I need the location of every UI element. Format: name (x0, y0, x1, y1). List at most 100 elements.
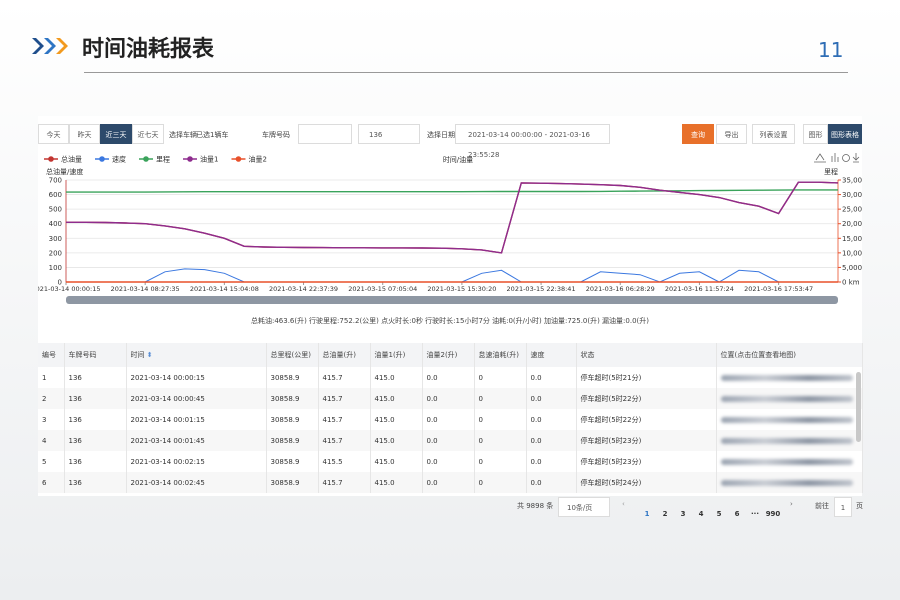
table-cell: 415.0 (370, 451, 423, 472)
table-cell: 415.7 (318, 409, 371, 430)
table-cell: 136 (64, 451, 127, 472)
legend-dot (235, 156, 242, 162)
x-tick-label: 2021-03-15 15:30:20 (427, 285, 496, 293)
vehicle-value[interactable]: 已选1辆车 (196, 131, 229, 139)
column-header: 怠速油耗(升) (474, 343, 527, 367)
table-cell: 0 (474, 451, 527, 472)
table-cell: 2021-03-14 00:00:15 (126, 367, 267, 388)
table-cell: 0.0 (526, 409, 577, 430)
column-header: 油量1(升) (370, 343, 423, 367)
table-cell: 30858.9 (266, 409, 319, 430)
legend-label: 总油量 (61, 155, 82, 164)
range-button[interactable]: 昨天 (69, 124, 100, 144)
location-cell[interactable] (716, 388, 863, 409)
range-button[interactable]: 今天 (38, 124, 69, 144)
table-cell: 136 (64, 367, 127, 388)
table-row: 4 136 2021-03-14 00:01:45 30858.9 415.7 415.0… (38, 430, 863, 451)
table-cell: 0 (474, 388, 527, 409)
page-number: 11 (818, 38, 844, 62)
y2-tick-label: 5,000 k (842, 264, 862, 272)
table-cell: 0.0 (526, 388, 577, 409)
location-cell[interactable] (716, 367, 863, 388)
blurred-location (720, 458, 853, 465)
column-header: 速度 (526, 343, 577, 367)
scrollbar[interactable] (856, 372, 861, 442)
table-cell: 0.0 (422, 409, 475, 430)
table-cell: 415.7 (318, 367, 371, 388)
table-row: 1 136 2021-03-14 00:00:15 30858.9 415.7 415.0… (38, 367, 863, 388)
chart-tools[interactable] (814, 153, 860, 163)
x-tick-label: 2021-03-14 08:27:35 (111, 285, 180, 293)
goto-label: 前往 (815, 502, 829, 510)
table-cell: 136 (64, 388, 127, 409)
export-button[interactable]: 导出 (716, 124, 747, 144)
range-button[interactable]: 近七天 (132, 124, 164, 144)
y2-tick-label: 10,000 (842, 249, 862, 257)
table-cell: 136 (64, 430, 127, 451)
table-cell: 30858.9 (266, 451, 319, 472)
list-settings-button[interactable]: 列表设置 (752, 124, 795, 144)
table-cell: 2021-03-14 00:00:45 (126, 388, 267, 409)
blurred-location (720, 374, 853, 381)
blurred-location (720, 416, 853, 423)
plate-input[interactable] (298, 124, 352, 144)
series-line (66, 268, 838, 283)
arrow-icon (32, 38, 68, 54)
range-button[interactable]: 近三天 (100, 124, 132, 144)
table-cell: 415.0 (370, 388, 423, 409)
page-size[interactable]: 10条/页 (558, 497, 610, 517)
page-link[interactable]: 990 (765, 510, 781, 518)
page-link[interactable]: 6 (734, 510, 740, 518)
table-cell: 2 (38, 388, 65, 409)
column-header: 状态 (576, 343, 717, 367)
page-link[interactable]: 3 (680, 510, 686, 518)
y-tick-label: 500 (49, 206, 62, 214)
divider (84, 72, 848, 73)
location-cell[interactable] (716, 430, 863, 451)
page-link[interactable]: 2 (662, 510, 668, 518)
y-tick-label: 300 (49, 235, 62, 243)
date-range[interactable]: 2021-03-14 00:00:00 - 2021-03-16 23:55:2… (455, 124, 610, 159)
table-cell: 136 (64, 409, 127, 430)
table-cell: 30858.9 (266, 367, 319, 388)
table-cell: 3 (38, 409, 65, 430)
plate-label: 车牌号码 (262, 131, 290, 139)
plate-select[interactable]: 136 (358, 124, 420, 144)
y-tick-label: 100 (49, 264, 62, 272)
page-link[interactable]: 5 (716, 510, 722, 518)
zoom-slider[interactable] (66, 296, 838, 304)
vehicle-label: 选择车辆 (169, 131, 197, 139)
table-cell: 0 (474, 367, 527, 388)
series-line (66, 181, 839, 254)
y-tick-label: 200 (49, 249, 62, 257)
page-link[interactable]: 4 (698, 510, 704, 518)
y-tick-label: 700 (49, 177, 62, 185)
column-header: 时间 ⬍ (126, 343, 267, 367)
location-cell[interactable] (716, 409, 863, 430)
table-cell: 0.0 (422, 388, 475, 409)
x-tick-label: 2021-03-16 06:28:29 (586, 285, 655, 293)
query-button[interactable]: 查询 (682, 124, 714, 144)
chart-table-button[interactable]: 图形表格 (828, 124, 862, 144)
table-cell: 0.0 (526, 472, 577, 493)
table-cell: 0.0 (422, 430, 475, 451)
table-cell: 0.0 (422, 472, 475, 493)
chart-title: 时间/油量 (443, 155, 473, 164)
table-cell: 415.0 (370, 409, 423, 430)
prev-page[interactable]: ‹ (622, 500, 625, 508)
table-row: 2 136 2021-03-14 00:00:45 30858.9 415.7 415.0… (38, 388, 863, 409)
next-page[interactable]: › (790, 500, 793, 508)
goto-input[interactable]: 1 (834, 497, 852, 517)
location-cell[interactable] (716, 472, 863, 493)
table-cell: 415.0 (370, 472, 423, 493)
table-cell: 4 (38, 430, 65, 451)
location-cell[interactable] (716, 451, 863, 472)
page-link[interactable]: 1 (644, 510, 650, 518)
y-tick-label: 400 (49, 220, 62, 228)
page-link[interactable]: ··· (751, 510, 759, 518)
column-header: 车牌号码 (64, 343, 127, 367)
chart-button[interactable]: 图形 (803, 124, 828, 144)
table-cell: 0.0 (422, 367, 475, 388)
